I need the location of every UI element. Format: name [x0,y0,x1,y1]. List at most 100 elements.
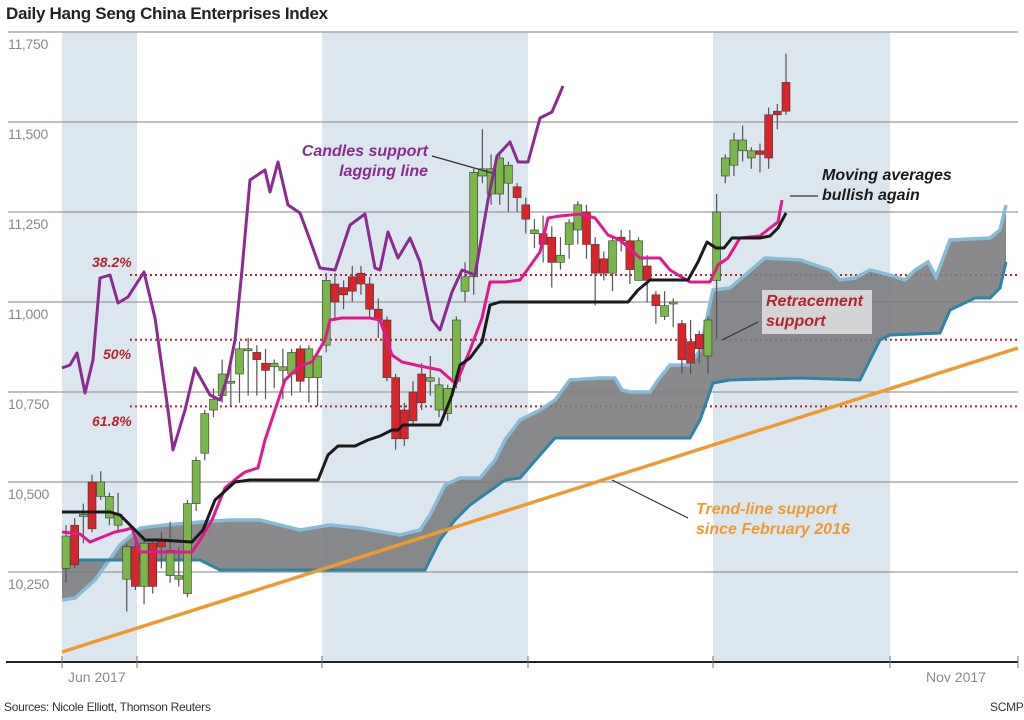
candle-down [599,258,609,274]
candle-up [61,535,71,569]
candle-down [391,377,400,440]
candle-down [148,542,158,587]
candle-up [608,240,617,274]
candle-up [321,280,331,346]
candle-up [443,388,452,414]
candle-up [79,514,88,517]
candle-down [686,341,695,364]
slow-moving-average [62,212,788,544]
candle-down [417,373,426,404]
candle-up [703,319,713,357]
candles [61,53,791,612]
candle-up [434,384,444,411]
candle-up [183,503,192,594]
candle-down [764,114,773,159]
y-tick-label: 10,500 [8,486,50,502]
candle-down [87,481,97,530]
candle-up [165,550,175,576]
candle-down [131,546,140,587]
candle-up [139,542,149,587]
trend-line [61,346,1019,654]
lagging-line [61,85,565,452]
candle-up [747,150,756,159]
candle-down [582,211,591,245]
y-tick-label: 11,500 [8,126,48,142]
x-axis [6,656,1019,668]
candle-up [556,254,565,263]
candle-down [547,236,557,263]
publisher-credit: SCMP [990,700,1024,714]
sources-note: Sources: Nicole Elliott, Thomson Reuters [4,700,211,714]
candle-up [495,157,505,195]
candle-down [755,150,765,155]
annotation-text: Candles support lagging line [301,143,428,180]
candle-up [738,139,747,152]
candle-down [590,244,600,274]
candle-down [261,362,270,371]
candle-down [773,110,782,116]
candle-up [269,362,279,368]
candle-down [625,240,635,270]
annotation-leader-line [611,479,689,519]
candle-down [694,334,704,350]
candle-down [408,391,418,422]
annotation-moving-averages: Moving averages bullish again [822,166,962,206]
candle-down [347,276,357,292]
candle-up [530,229,539,234]
annotation-text: Moving averages bullish again [822,167,952,204]
candle-down [70,524,79,566]
y-tick-label: 11,000 [8,306,48,322]
candle-up [226,380,236,384]
candle-up [564,222,574,245]
candle-up [720,157,730,177]
candle-down [642,265,652,281]
y-tick-label: 10,250 [8,576,50,592]
annotation-leader-line [721,321,759,341]
candle-up [278,366,288,371]
candle-up [174,575,184,580]
annotation-text: Trend-line support since February 2016 [696,501,850,538]
candle-up [200,413,210,454]
annotation-leader-line [431,155,493,174]
candle-up [209,398,218,411]
candle-up [313,355,322,378]
candle-down [781,82,791,112]
candle-up [426,377,435,382]
cloud-upper-line [61,204,1008,602]
fib-label-61: 61.8% [92,413,132,429]
indicator-lines [61,85,788,554]
candle-up [122,546,132,580]
candle-up [668,301,678,305]
annotation-candles-support: Candles support lagging line [298,142,428,182]
candle-up [243,348,253,352]
y-tick-label: 10,750 [8,396,50,412]
chart-title: Daily Hang Seng China Enterprises Index [6,4,328,23]
candle-up [729,139,739,166]
candle-up [469,172,479,278]
candle-up [660,305,669,317]
candle-down [365,283,374,310]
trend-line-support [61,346,1019,654]
fib-label-38: 38.2% [92,254,132,270]
candle-up [460,276,470,292]
y-tick-label: 11,250 [8,216,48,232]
grid-lines [8,31,1018,573]
candle-up [191,460,201,504]
fib-label-50: 50% [103,346,132,362]
annotation-text: Retracement support [766,293,863,330]
candle-down [356,272,366,285]
candle-down [677,323,687,360]
x-tick-jun-2017: Jun 2017 [68,669,126,685]
candle-up [634,240,643,281]
candle-up [235,348,244,375]
y-tick-label: 11,750 [8,36,48,52]
candle-down [252,352,262,360]
cloud-lower-line [62,261,1008,572]
candle-up [478,168,487,177]
candle-up [504,164,513,184]
candle-down [651,294,661,306]
candle-down [330,283,340,303]
candle-up [105,496,114,519]
x-tick-nov-2017: Nov 2017 [926,669,986,685]
